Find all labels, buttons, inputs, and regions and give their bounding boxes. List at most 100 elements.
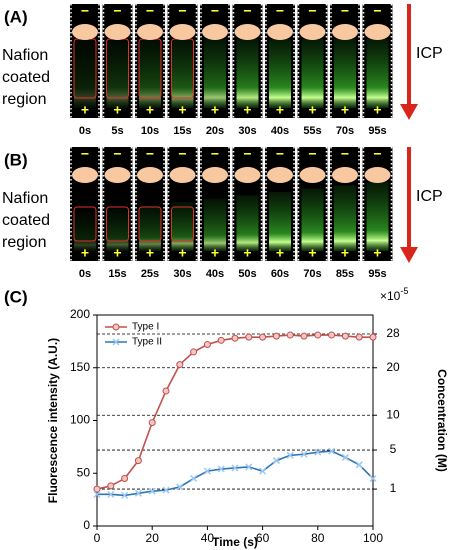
point bbox=[217, 336, 225, 344]
reservoir bbox=[169, 24, 196, 40]
minus-sign: − bbox=[308, 146, 316, 162]
reservoir bbox=[234, 167, 261, 183]
plus-sign: + bbox=[373, 245, 381, 261]
point bbox=[341, 332, 349, 340]
point bbox=[217, 465, 225, 473]
time-label: 85s bbox=[336, 268, 354, 280]
nafion-outline bbox=[171, 206, 194, 242]
reservoir bbox=[202, 167, 228, 183]
point bbox=[314, 448, 322, 456]
x-tick-label: 80 bbox=[311, 531, 325, 545]
reservoir bbox=[299, 24, 326, 40]
point bbox=[134, 457, 142, 465]
y2-multiplier: ×10-5 bbox=[380, 286, 408, 303]
fluorescence bbox=[106, 39, 129, 108]
point bbox=[107, 482, 115, 490]
time-label: 95s bbox=[368, 268, 386, 280]
icp-label: ICP bbox=[416, 188, 443, 205]
panel: (B) Nafion coated region ICP − +0s − +15s − +25s − +… bbox=[2, 146, 443, 280]
plus-sign: + bbox=[373, 102, 381, 118]
time-label: 50s bbox=[238, 268, 256, 280]
plus-sign: + bbox=[113, 245, 121, 261]
point bbox=[286, 331, 294, 339]
point bbox=[203, 467, 211, 475]
time-label: 25s bbox=[141, 268, 159, 280]
reservoir bbox=[364, 24, 391, 40]
time-label: 55s bbox=[303, 125, 321, 137]
nafion-outline bbox=[138, 206, 162, 242]
point bbox=[93, 485, 101, 493]
fluorescence bbox=[236, 195, 259, 251]
reservoir bbox=[234, 24, 261, 40]
minus-sign: − bbox=[211, 146, 219, 162]
point bbox=[176, 483, 184, 491]
point bbox=[162, 486, 170, 494]
plus-sign: + bbox=[341, 102, 349, 118]
plus-sign: + bbox=[81, 245, 89, 261]
point bbox=[134, 489, 142, 497]
point bbox=[162, 387, 170, 395]
fluorescence bbox=[74, 39, 96, 108]
plus-sign: + bbox=[308, 245, 316, 261]
time-label: 30s bbox=[173, 268, 191, 280]
reservoir bbox=[104, 24, 131, 40]
minus-sign: − bbox=[146, 3, 154, 19]
panel-label: (C) bbox=[4, 287, 28, 306]
fluorescence bbox=[366, 39, 389, 108]
arrow-head bbox=[400, 104, 418, 120]
point bbox=[148, 487, 156, 495]
fluorescence bbox=[139, 205, 161, 251]
point bbox=[272, 332, 280, 340]
minus-sign: − bbox=[146, 146, 154, 162]
series: Type II bbox=[93, 337, 377, 499]
image-panels: (A) Nafion coated region ICP − +0s − +5s − +10s − +1… bbox=[2, 3, 443, 280]
multiplier-exponent: -5 bbox=[400, 286, 408, 296]
minus-sign: − bbox=[276, 146, 284, 162]
time-label: 0s bbox=[79, 125, 91, 137]
point bbox=[107, 490, 115, 498]
time-label: 40s bbox=[206, 268, 224, 280]
time-label: 70s bbox=[303, 268, 321, 280]
point bbox=[231, 464, 239, 472]
reservoir bbox=[202, 24, 228, 40]
plus-sign: + bbox=[178, 245, 186, 261]
fluorescence bbox=[301, 188, 324, 251]
y2-tick-label: 20 bbox=[386, 360, 400, 374]
reservoir bbox=[364, 167, 391, 183]
time-label: 15s bbox=[108, 268, 126, 280]
point bbox=[259, 333, 267, 341]
fluorescence bbox=[334, 39, 356, 108]
point bbox=[231, 334, 239, 342]
minus-sign: − bbox=[243, 3, 251, 19]
minus-sign: − bbox=[308, 3, 316, 19]
point bbox=[121, 475, 129, 483]
plus-sign: + bbox=[276, 102, 284, 118]
multiplier-base: ×10 bbox=[380, 289, 401, 303]
region-label: Nafion bbox=[2, 47, 48, 64]
time-label: 15s bbox=[173, 125, 191, 137]
y-tick-label: 0 bbox=[83, 518, 90, 532]
panel-label: (A) bbox=[4, 7, 28, 26]
time-label: 70s bbox=[336, 125, 354, 137]
fluorescence bbox=[334, 185, 356, 251]
reservoir bbox=[299, 167, 326, 183]
minus-sign: − bbox=[276, 3, 284, 19]
nafion-outline bbox=[106, 206, 129, 242]
x-tick-label: 60 bbox=[256, 531, 270, 545]
y2-tick-label: 28 bbox=[386, 326, 400, 340]
point bbox=[328, 331, 336, 339]
point bbox=[286, 451, 294, 459]
point bbox=[93, 490, 101, 498]
time-label: 40s bbox=[271, 125, 289, 137]
minus-sign: − bbox=[341, 3, 349, 19]
minus-sign: − bbox=[113, 3, 121, 19]
minus-sign: − bbox=[373, 3, 381, 19]
y-tick-label: 200 bbox=[70, 307, 90, 321]
fluorescence bbox=[106, 208, 129, 251]
minus-sign: − bbox=[81, 3, 89, 19]
minus-sign: − bbox=[243, 146, 251, 162]
plus-sign: + bbox=[243, 102, 251, 118]
fluorescence bbox=[301, 39, 324, 108]
plus-sign: + bbox=[81, 102, 89, 118]
